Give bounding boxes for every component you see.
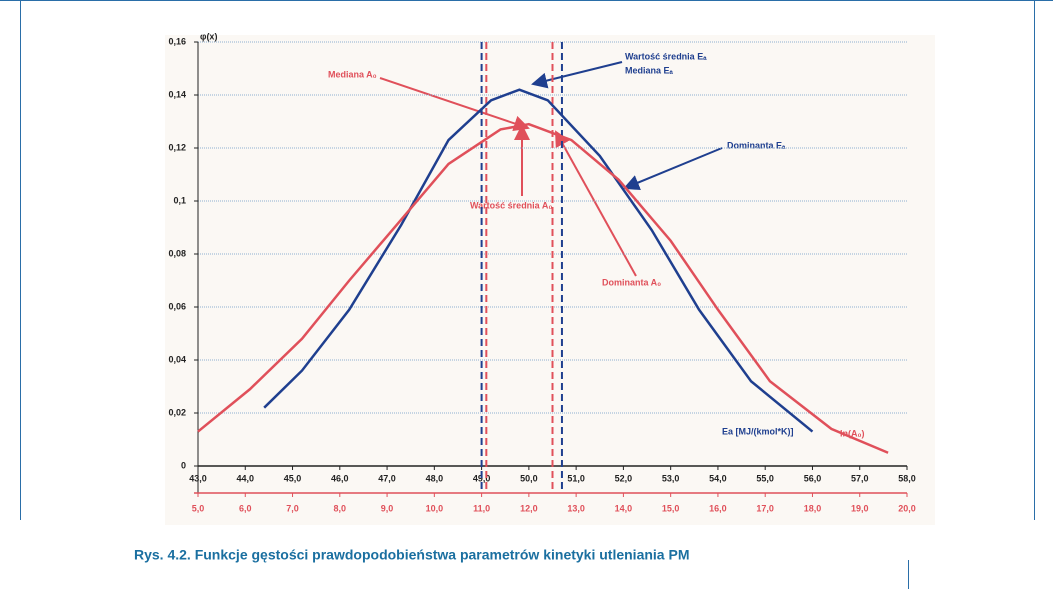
x2-tick-label: 7,0 — [286, 503, 299, 513]
x-tick-label: 46,0 — [331, 473, 349, 483]
annotation: Dominanta Eₐ — [727, 140, 786, 150]
annotation: Wartość średnia Eₐ — [625, 51, 707, 61]
x-tick-label: 57,0 — [851, 473, 869, 483]
x2-tick-label: 17,0 — [756, 503, 774, 513]
chart-area — [165, 35, 935, 525]
x-tick-label: 47,0 — [378, 473, 396, 483]
x2-tick-label: 9,0 — [381, 503, 394, 513]
x2-tick-label: 8,0 — [334, 503, 347, 513]
x2-tick-label: 15,0 — [662, 503, 680, 513]
x-tick-label: 52,0 — [615, 473, 633, 483]
annotation: Mediana Eₐ — [625, 65, 674, 75]
x-tick-label: 50,0 — [520, 473, 538, 483]
y-tick-label: 0,12 — [168, 142, 186, 152]
x-tick-label: 45,0 — [284, 473, 302, 483]
x-tick-label: 53,0 — [662, 473, 680, 483]
y-tick-label: 0,06 — [168, 301, 186, 311]
x2-tick-label: 13,0 — [567, 503, 585, 513]
x-tick-label: 51,0 — [567, 473, 585, 483]
x-tick-label: 44,0 — [237, 473, 255, 483]
x2-tick-label: 6,0 — [239, 503, 252, 513]
annotation: Dominanta A₀ — [602, 277, 661, 287]
y-tick-label: 0,16 — [168, 36, 186, 46]
x-tick-label: 54,0 — [709, 473, 727, 483]
arrow — [623, 147, 723, 191]
y-tick-label: 0,08 — [168, 248, 186, 258]
y-tick-label: 0,02 — [168, 407, 186, 417]
x2-tick-label: 11,0 — [473, 503, 490, 513]
series-line — [197, 122, 889, 454]
x-tick-label: 58,0 — [898, 473, 916, 483]
x-tick-label: 56,0 — [804, 473, 822, 483]
x-tick-label: 43,0 — [189, 473, 207, 483]
x2-tick-label: 10,0 — [426, 503, 444, 513]
x2-tick-label: 14,0 — [615, 503, 633, 513]
x2-tick-label: 16,0 — [709, 503, 727, 513]
arrow — [379, 77, 530, 132]
annotation: Mediana A₀ — [328, 69, 377, 79]
x2-axis-label: ln(A₀) — [840, 428, 865, 438]
y-axis-label: φ(x) — [200, 31, 217, 41]
series-line — [263, 88, 814, 433]
arrow — [531, 61, 623, 89]
x-axis-label: Ea [MJ/(kmol*K)] — [722, 426, 794, 436]
x2-tick-label: 19,0 — [851, 503, 869, 513]
y-tick-label: 0,1 — [173, 195, 186, 205]
x2-tick-label: 12,0 — [520, 503, 538, 513]
x2-tick-label: 5,0 — [192, 503, 205, 513]
y-tick-label: 0,14 — [168, 89, 186, 99]
caption: Rys. 4.2. Funkcje gęstości prawdopodobie… — [134, 547, 689, 563]
x-tick-label: 49,0 — [473, 473, 491, 483]
y-tick-label: 0,04 — [168, 354, 186, 364]
arrow — [555, 130, 637, 277]
x2-tick-label: 20,0 — [898, 503, 916, 513]
x2-tick-label: 18,0 — [804, 503, 822, 513]
x-tick-label: 48,0 — [426, 473, 444, 483]
x-tick-label: 55,0 — [756, 473, 774, 483]
y-tick-label: 0 — [181, 460, 186, 470]
annotation: Wartość średnia A₀ — [470, 200, 552, 210]
